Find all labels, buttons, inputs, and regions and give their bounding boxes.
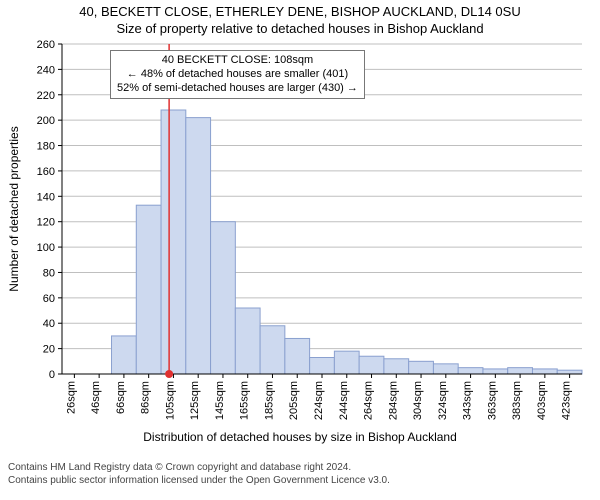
svg-text:0: 0	[49, 369, 55, 381]
svg-text:120: 120	[37, 217, 55, 229]
footer-line3: Contains public sector information licen…	[8, 475, 600, 488]
svg-text:100: 100	[37, 242, 55, 254]
svg-text:60: 60	[43, 293, 55, 305]
svg-text:224sqm: 224sqm	[313, 381, 325, 420]
svg-text:244sqm: 244sqm	[338, 381, 350, 420]
svg-text:423sqm: 423sqm	[561, 381, 573, 420]
svg-text:46sqm: 46sqm	[90, 381, 102, 414]
svg-text:125sqm: 125sqm	[189, 381, 201, 420]
svg-text:260: 260	[37, 39, 55, 51]
svg-text:383sqm: 383sqm	[511, 381, 523, 420]
svg-text:66sqm: 66sqm	[115, 381, 127, 414]
svg-text:240: 240	[37, 64, 55, 76]
svg-text:200: 200	[37, 115, 55, 127]
svg-text:40: 40	[43, 318, 55, 330]
x-axis-caption: Distribution of detached houses by size …	[0, 430, 600, 444]
svg-text:86sqm: 86sqm	[140, 381, 152, 414]
svg-text:363sqm: 363sqm	[486, 381, 498, 420]
callout-line3: 52% of semi-detached houses are larger (…	[117, 82, 358, 96]
svg-text:140: 140	[37, 191, 55, 203]
svg-text:205sqm: 205sqm	[288, 381, 300, 420]
svg-text:220: 220	[37, 90, 55, 102]
svg-text:105sqm: 105sqm	[164, 381, 176, 420]
svg-text:80: 80	[43, 267, 55, 279]
svg-text:Number of detached properties: Number of detached properties	[7, 126, 21, 291]
svg-text:264sqm: 264sqm	[363, 381, 375, 420]
svg-text:343sqm: 343sqm	[462, 381, 474, 420]
svg-text:180: 180	[37, 141, 55, 153]
svg-text:324sqm: 324sqm	[437, 381, 449, 420]
svg-text:20: 20	[43, 344, 55, 356]
svg-text:403sqm: 403sqm	[536, 381, 548, 420]
callout-line1: 40 BECKETT CLOSE: 108sqm	[117, 54, 358, 68]
svg-text:304sqm: 304sqm	[412, 381, 424, 420]
footer-line2: Contains HM Land Registry data © Crown c…	[8, 462, 600, 475]
svg-text:26sqm: 26sqm	[65, 381, 77, 414]
svg-text:160: 160	[37, 166, 55, 178]
callout-box: 40 BECKETT CLOSE: 108sqm ← 48% of detach…	[110, 50, 365, 99]
svg-text:284sqm: 284sqm	[387, 381, 399, 420]
svg-text:165sqm: 165sqm	[239, 381, 251, 420]
callout-line2: ← 48% of detached houses are smaller (40…	[117, 68, 358, 82]
footer: Contains HM Land Registry data © Crown c…	[0, 460, 600, 487]
svg-text:185sqm: 185sqm	[263, 381, 275, 420]
svg-text:145sqm: 145sqm	[214, 381, 226, 420]
